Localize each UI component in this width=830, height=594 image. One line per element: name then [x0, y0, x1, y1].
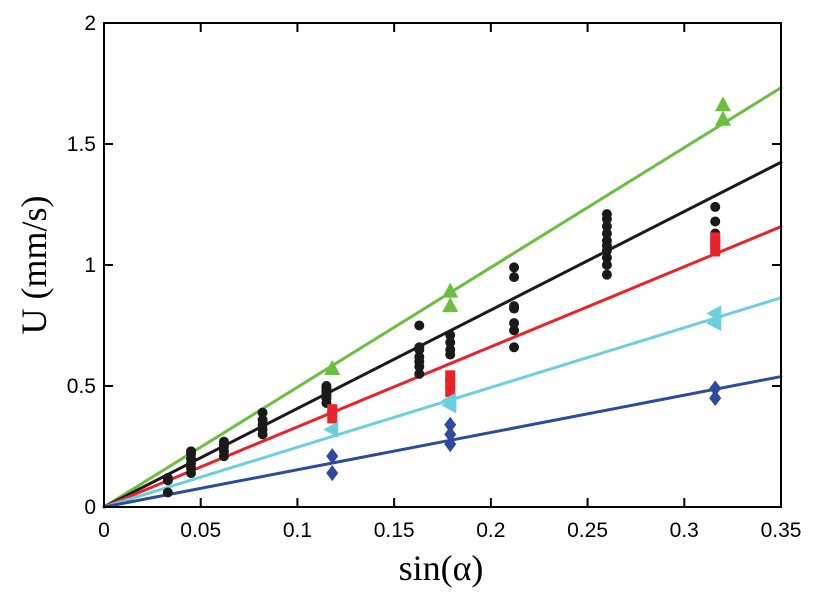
- series-2-point: [601, 235, 612, 246]
- x-tick-label: 0.3: [670, 519, 699, 542]
- fit-line-2: [102, 160, 783, 509]
- series-4-point: [441, 392, 457, 409]
- x-tick-label: 0.15: [374, 519, 415, 542]
- series-1-point: [714, 96, 731, 112]
- series-2-point: [445, 337, 456, 348]
- series-2-point: [509, 301, 520, 312]
- series-2-point: [414, 368, 425, 379]
- series-2-point: [509, 342, 520, 353]
- series-2-point: [601, 252, 612, 263]
- fit-line-5: [102, 375, 783, 509]
- series-3-point: [710, 244, 721, 257]
- series-2-point: [321, 381, 332, 391]
- series-2-point: [218, 436, 229, 447]
- series-2-point: [414, 342, 425, 353]
- series-2-point: [186, 446, 197, 457]
- x-tick-label: 0.05: [180, 519, 221, 542]
- series-2-point: [414, 320, 425, 331]
- series-2-point: [509, 262, 520, 273]
- series-2-point: [710, 216, 721, 227]
- series-1-point: [442, 282, 459, 298]
- series-2-point: [601, 221, 612, 232]
- plot-area-frame: [103, 22, 782, 508]
- series-2-point: [601, 209, 612, 220]
- series-2-point: [257, 414, 268, 425]
- series-2-point: [257, 407, 268, 418]
- x-tick-label: 0.1: [283, 519, 312, 542]
- series-5-point: [326, 465, 339, 482]
- series-2-point: [509, 325, 520, 336]
- series-5-point: [326, 448, 339, 465]
- series-3-point: [445, 377, 456, 390]
- series-2-point: [445, 344, 456, 355]
- series-2-point: [509, 318, 520, 329]
- x-tick-label: 0.2: [476, 519, 505, 542]
- fit-line-4: [102, 296, 783, 509]
- series-1-point: [442, 297, 459, 313]
- series-5-point: [444, 436, 457, 453]
- series-2-point: [710, 201, 721, 212]
- series-3-point: [445, 384, 456, 397]
- series-1-point: [324, 360, 341, 376]
- series-2-point: [509, 272, 520, 283]
- series-4-point: [706, 305, 722, 322]
- x-tick-label: 0.35: [761, 519, 802, 542]
- series-4-point: [323, 421, 339, 438]
- series-3-point: [710, 232, 721, 245]
- x-axis-title: sin(α): [399, 548, 484, 588]
- series-2-point: [162, 472, 173, 483]
- series-5-point: [444, 426, 457, 443]
- series-5-point: [709, 390, 722, 407]
- x-tick-label: 0: [98, 519, 110, 542]
- series-5-point: [444, 416, 457, 433]
- series-5-point: [709, 380, 722, 397]
- series-2-point: [414, 351, 425, 362]
- y-tick-label: 1: [84, 254, 96, 277]
- series-2-point: [601, 228, 612, 239]
- series-2-point: [601, 269, 612, 280]
- series-2-point: [445, 330, 456, 341]
- y-tick-label: 2: [84, 12, 96, 35]
- series-3-point: [445, 370, 456, 383]
- series-2-point: [162, 487, 173, 498]
- y-axis-title: U (mm/s): [14, 196, 54, 335]
- y-tick-label: 1.5: [67, 133, 96, 156]
- x-tick-label: 0.25: [567, 519, 608, 542]
- series-3-point: [327, 404, 338, 417]
- series-2-point: [601, 260, 612, 270]
- series-1-point: [714, 110, 731, 126]
- y-tick-label: 0.5: [67, 375, 96, 398]
- fit-line-3: [102, 225, 783, 509]
- series-3-point: [327, 411, 338, 424]
- y-tick-label: 0: [84, 496, 96, 519]
